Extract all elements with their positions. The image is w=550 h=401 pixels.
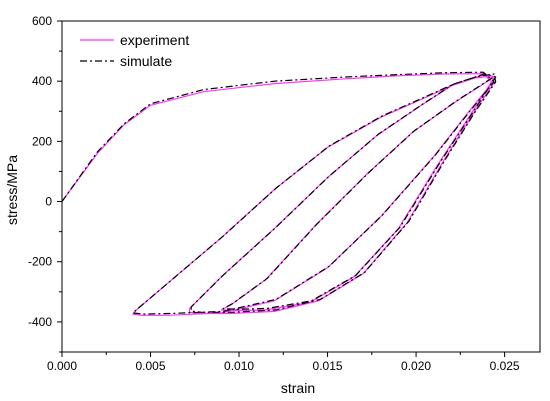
y-tick-label: 400: [32, 74, 52, 88]
x-tick-label: 0.005: [136, 359, 166, 373]
x-tick-label: 0.000: [47, 359, 77, 373]
plot-border: [61, 20, 541, 353]
y-tick-label: 200: [32, 134, 52, 148]
x-tick-label: 0.020: [401, 359, 431, 373]
series-group: [61, 71, 497, 316]
x-tick-label: 0.025: [490, 359, 520, 373]
y-tick-label: 0: [45, 195, 52, 209]
x-axis-title: strain: [281, 380, 315, 396]
y-tick-label: -200: [28, 255, 52, 269]
x-tick-label: 0.010: [224, 359, 254, 373]
legend-label-experiment: experiment: [120, 32, 189, 48]
y-tick-label: 600: [32, 14, 52, 28]
plot-frame: [61, 20, 541, 353]
y-tick-label: -400: [28, 315, 52, 329]
y-axis-title: stress/MPa: [4, 155, 20, 225]
legend: experiment simulate: [80, 32, 189, 69]
series-line-simulate: [61, 71, 497, 315]
x-tick-label: 0.015: [313, 359, 343, 373]
axis-ticks: 0.000 0.005 0.010 0.015 0.020 0.025 -400 -200 0 2…: [28, 14, 520, 373]
legend-label-simulate: simulate: [120, 53, 172, 69]
series-line-experiment: [61, 73, 495, 316]
